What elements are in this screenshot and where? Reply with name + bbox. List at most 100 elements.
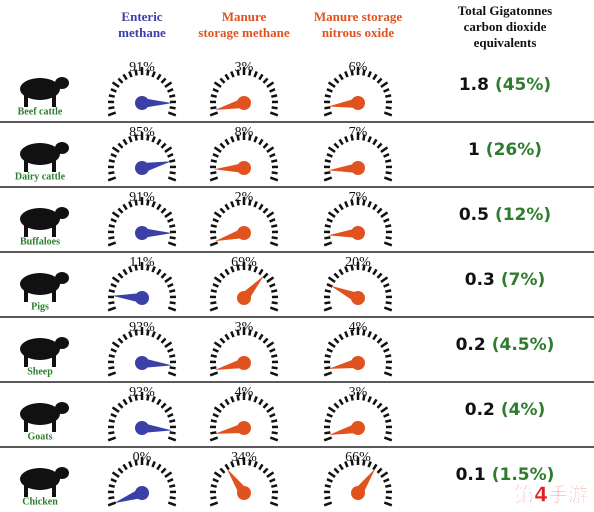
gauge-tick (209, 371, 219, 377)
gauge-tick (385, 301, 392, 305)
gauge-hub (237, 226, 251, 240)
gauge-tick (385, 224, 392, 228)
gauge-tick (324, 366, 331, 370)
gauge-tick (324, 431, 331, 435)
gauge-tick (210, 419, 217, 423)
gauge-tick (146, 459, 150, 466)
gauge-tick (160, 142, 167, 149)
gauge-tick (160, 207, 167, 214)
animal-icon (55, 337, 69, 349)
gauge-tick (108, 94, 115, 98)
gauge-tick (326, 218, 333, 223)
gauge-tick (271, 484, 278, 488)
gauge-tick (167, 176, 177, 182)
gauge-needle (141, 358, 172, 368)
category-label: Dairy cattle (15, 171, 66, 182)
gauge-tick (117, 142, 124, 149)
gauge-tick (210, 431, 217, 435)
gauge-tick (253, 136, 258, 143)
gauge-tick (212, 413, 219, 418)
gauge-tick (236, 459, 240, 466)
gauge-tick (271, 159, 278, 163)
gauge-tick (367, 331, 372, 338)
gauge-needle (328, 98, 359, 108)
category-label: Pigs (31, 301, 49, 312)
gauge-tick (128, 71, 133, 78)
animal-icon (55, 207, 69, 219)
gauge-tick (248, 134, 252, 141)
gauge-hub (135, 356, 149, 370)
gauge-tick (107, 111, 117, 117)
gauge-tick (253, 71, 258, 78)
gauge-tick (269, 501, 279, 507)
gauge-tick (258, 203, 264, 211)
gauge-tick (253, 266, 258, 273)
gauge-tick (134, 264, 138, 271)
gauge-tick (262, 402, 269, 409)
animal-icon (55, 402, 69, 414)
gauge-tick (338, 268, 344, 276)
gauge-tick (258, 268, 264, 276)
gauge-tick (210, 236, 217, 240)
total-value: 0.2 (4%) (465, 400, 546, 420)
gauge-tick (224, 398, 230, 406)
gauge-tick (213, 211, 222, 218)
gauge-tick (248, 199, 252, 206)
category-label: Goats (28, 431, 53, 442)
gauge-tick (326, 413, 333, 418)
animal-icon (24, 485, 28, 497)
animal-icon (20, 78, 60, 100)
animal-icon (24, 290, 28, 302)
gauge-tick (380, 471, 389, 478)
gauge-tick (110, 218, 117, 223)
gauge-tick (160, 467, 167, 474)
gauge-tick (219, 272, 226, 279)
gauge-tick (271, 236, 278, 240)
gauge-tick (134, 199, 138, 206)
total: 0.2 (456, 335, 486, 355)
gauge-tick (108, 496, 115, 500)
gauge-tick (169, 106, 176, 110)
gauge-tick (324, 94, 331, 98)
gauge-tick (167, 413, 174, 418)
gauge-tick (271, 496, 278, 500)
gauge-tick (262, 337, 269, 344)
gauge-tick (350, 329, 354, 336)
gauge-tick (134, 134, 138, 141)
gauge-tick (344, 71, 349, 78)
gauge-tick (324, 354, 331, 358)
gauge-tick (367, 71, 372, 78)
gauge-tick (110, 413, 117, 418)
gauge-tick (108, 289, 115, 293)
gauge-tick (333, 207, 340, 214)
gauge-tick (266, 276, 275, 283)
gauge-tick (266, 146, 275, 153)
gauge-tick (167, 283, 174, 288)
gauge-hub (237, 356, 251, 370)
gauge-tick (372, 398, 378, 406)
gauge-tick (236, 394, 240, 401)
gauge-tick (323, 306, 333, 312)
gauge-tick (169, 354, 176, 358)
gauge-tick (209, 241, 219, 247)
gauge-tick (324, 484, 331, 488)
gauge-tick (266, 211, 275, 218)
gauge-tick (108, 354, 115, 358)
gauge-tick (108, 301, 115, 305)
gauge-tick (269, 413, 276, 418)
gauge-tick (219, 207, 226, 214)
gauge-tick (376, 77, 383, 84)
gauge-tick (156, 333, 162, 341)
gauge-hub (351, 356, 365, 370)
gauge-tick (213, 81, 222, 88)
gauge-tick (271, 289, 278, 293)
gauge-tick (323, 241, 333, 247)
gauge-hub (135, 421, 149, 435)
gauge-tick (167, 306, 177, 312)
gauge-tick (117, 207, 124, 214)
total: 0.3 (465, 270, 495, 290)
gauge-tick (210, 301, 217, 305)
gauge-tick (344, 331, 349, 338)
gauge-tick (107, 306, 117, 312)
gauge-tick (380, 276, 389, 283)
